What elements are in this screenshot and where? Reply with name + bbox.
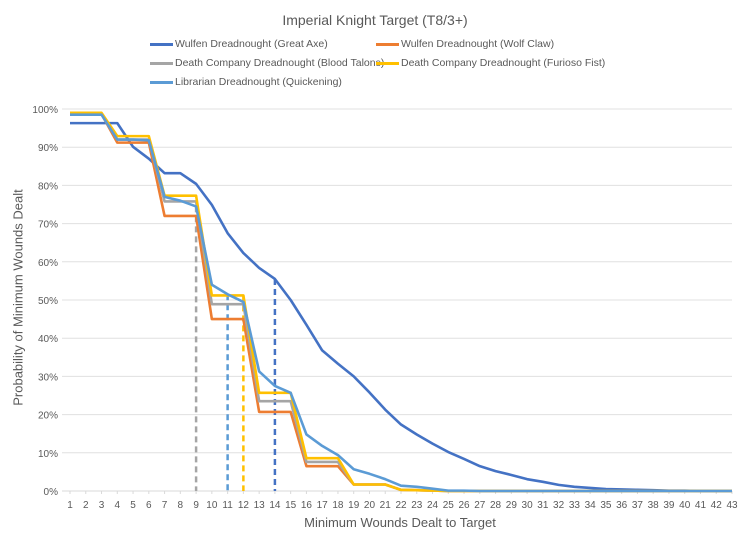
x-tick-label: 4 bbox=[115, 500, 121, 511]
x-tick-label: 35 bbox=[600, 500, 612, 511]
y-tick-label: 0% bbox=[44, 487, 59, 498]
y-tick-label: 10% bbox=[38, 449, 58, 460]
series-line bbox=[70, 112, 732, 493]
x-tick-label: 30 bbox=[522, 500, 534, 511]
x-tick-label: 6 bbox=[146, 500, 152, 511]
gridlines bbox=[62, 108, 732, 492]
x-tick-label: 14 bbox=[269, 500, 281, 511]
x-tick-label: 39 bbox=[663, 500, 675, 511]
y-tick-label: 80% bbox=[38, 181, 58, 192]
x-tick-label: 3 bbox=[99, 500, 105, 511]
x-tick-label: 26 bbox=[458, 500, 470, 511]
x-tick-label: 16 bbox=[301, 500, 313, 511]
x-tick-label: 25 bbox=[443, 500, 455, 511]
x-tick-label: 38 bbox=[648, 500, 660, 511]
legend-swatch bbox=[150, 61, 173, 65]
x-tick-label: 15 bbox=[285, 500, 297, 511]
x-tick-label: 28 bbox=[490, 500, 502, 511]
x-tick-label: 5 bbox=[130, 500, 136, 511]
y-tick-label: 40% bbox=[38, 334, 58, 345]
y-tick-labels: 0% 10% 20% 30% 40% 50% 60% 70% 80% 90% 100% bbox=[32, 105, 58, 498]
x-tick-label: 2 bbox=[83, 500, 89, 511]
x-tick-label: 10 bbox=[206, 500, 218, 511]
x-tick-label: 37 bbox=[632, 500, 644, 511]
x-tick-label: 20 bbox=[364, 500, 376, 511]
legend-item-wolf-claw: Wulfen Dreadnought (Wolf Claw) bbox=[376, 38, 554, 50]
y-tick-label: 90% bbox=[38, 143, 58, 154]
x-tick-label: 12 bbox=[238, 500, 250, 511]
x-tick-label: 32 bbox=[553, 500, 565, 511]
y-tick-label: 60% bbox=[38, 258, 58, 269]
series-line bbox=[70, 121, 732, 493]
x-axis-label: Minimum Wounds Dealt to Target bbox=[304, 515, 496, 530]
x-tick-label: 36 bbox=[616, 500, 628, 511]
x-tick-label: 43 bbox=[726, 500, 738, 511]
x-tick-label: 34 bbox=[585, 500, 597, 511]
legend-item-furioso-fist: Death Company Dreadnought (Furioso Fist) bbox=[376, 57, 605, 69]
x-tick-label: 19 bbox=[348, 500, 360, 511]
x-tick-label: 29 bbox=[506, 500, 518, 511]
y-axis-label: Probability of Minimum Wounds Dealt bbox=[10, 189, 26, 406]
legend-item-great-axe: Wulfen Dreadnought (Great Axe) bbox=[150, 38, 328, 50]
x-tick-label: 17 bbox=[317, 500, 329, 511]
legend-swatch bbox=[376, 42, 399, 46]
x-tick-label: 1 bbox=[67, 500, 73, 511]
x-tick-label: 22 bbox=[395, 500, 407, 511]
x-tick-label: 18 bbox=[332, 500, 344, 511]
x-tick-label: 7 bbox=[162, 500, 168, 511]
series-line bbox=[70, 113, 732, 493]
legend-label: Death Company Dreadnought (Blood Talons) bbox=[175, 57, 385, 69]
y-tick-label: 100% bbox=[32, 105, 58, 116]
series-line bbox=[70, 112, 732, 493]
x-tick-label: 8 bbox=[178, 500, 184, 511]
legend-item-blood-talons: Death Company Dreadnought (Blood Talons) bbox=[150, 57, 384, 69]
x-tick-label: 21 bbox=[380, 500, 392, 511]
x-tick-label: 42 bbox=[711, 500, 723, 511]
x-tick-label: 41 bbox=[695, 500, 707, 511]
x-tick-labels: 1 2 3 4 5 6 7 8 9 10 11 12 13 14 15 16 17 18 19 20 21 22 23 24 2… bbox=[67, 491, 738, 511]
legend-swatch bbox=[150, 80, 173, 84]
x-tick-label: 31 bbox=[537, 500, 549, 511]
legend-label: Wulfen Dreadnought (Great Axe) bbox=[175, 38, 328, 50]
x-tick-label: 9 bbox=[193, 500, 199, 511]
legend-label: Wulfen Dreadnought (Wolf Claw) bbox=[401, 38, 555, 50]
series-lines bbox=[70, 111, 732, 493]
reference-lines bbox=[194, 206, 277, 491]
y-tick-label: 20% bbox=[38, 411, 58, 422]
x-tick-label: 27 bbox=[474, 500, 486, 511]
legend-swatch bbox=[150, 42, 173, 46]
legend-label: Librarian Dreadnought (Quickening) bbox=[175, 76, 342, 88]
y-tick-label: 70% bbox=[38, 220, 58, 231]
legend-swatch bbox=[376, 61, 399, 65]
legend-label: Death Company Dreadnought (Furioso Fist) bbox=[401, 57, 606, 69]
x-tick-label: 11 bbox=[222, 500, 233, 511]
legend-item-quickening: Librarian Dreadnought (Quickening) bbox=[150, 76, 342, 88]
y-tick-label: 50% bbox=[38, 296, 58, 307]
x-tick-label: 13 bbox=[254, 500, 266, 511]
x-tick-label: 23 bbox=[411, 500, 423, 511]
x-tick-label: 33 bbox=[569, 500, 581, 511]
x-tick-label: 24 bbox=[427, 500, 439, 511]
x-tick-label: 40 bbox=[679, 500, 691, 511]
y-tick-label: 30% bbox=[38, 372, 58, 383]
chart-title: Imperial Knight Target (T8/3+) bbox=[282, 12, 468, 28]
series-line bbox=[70, 111, 732, 493]
